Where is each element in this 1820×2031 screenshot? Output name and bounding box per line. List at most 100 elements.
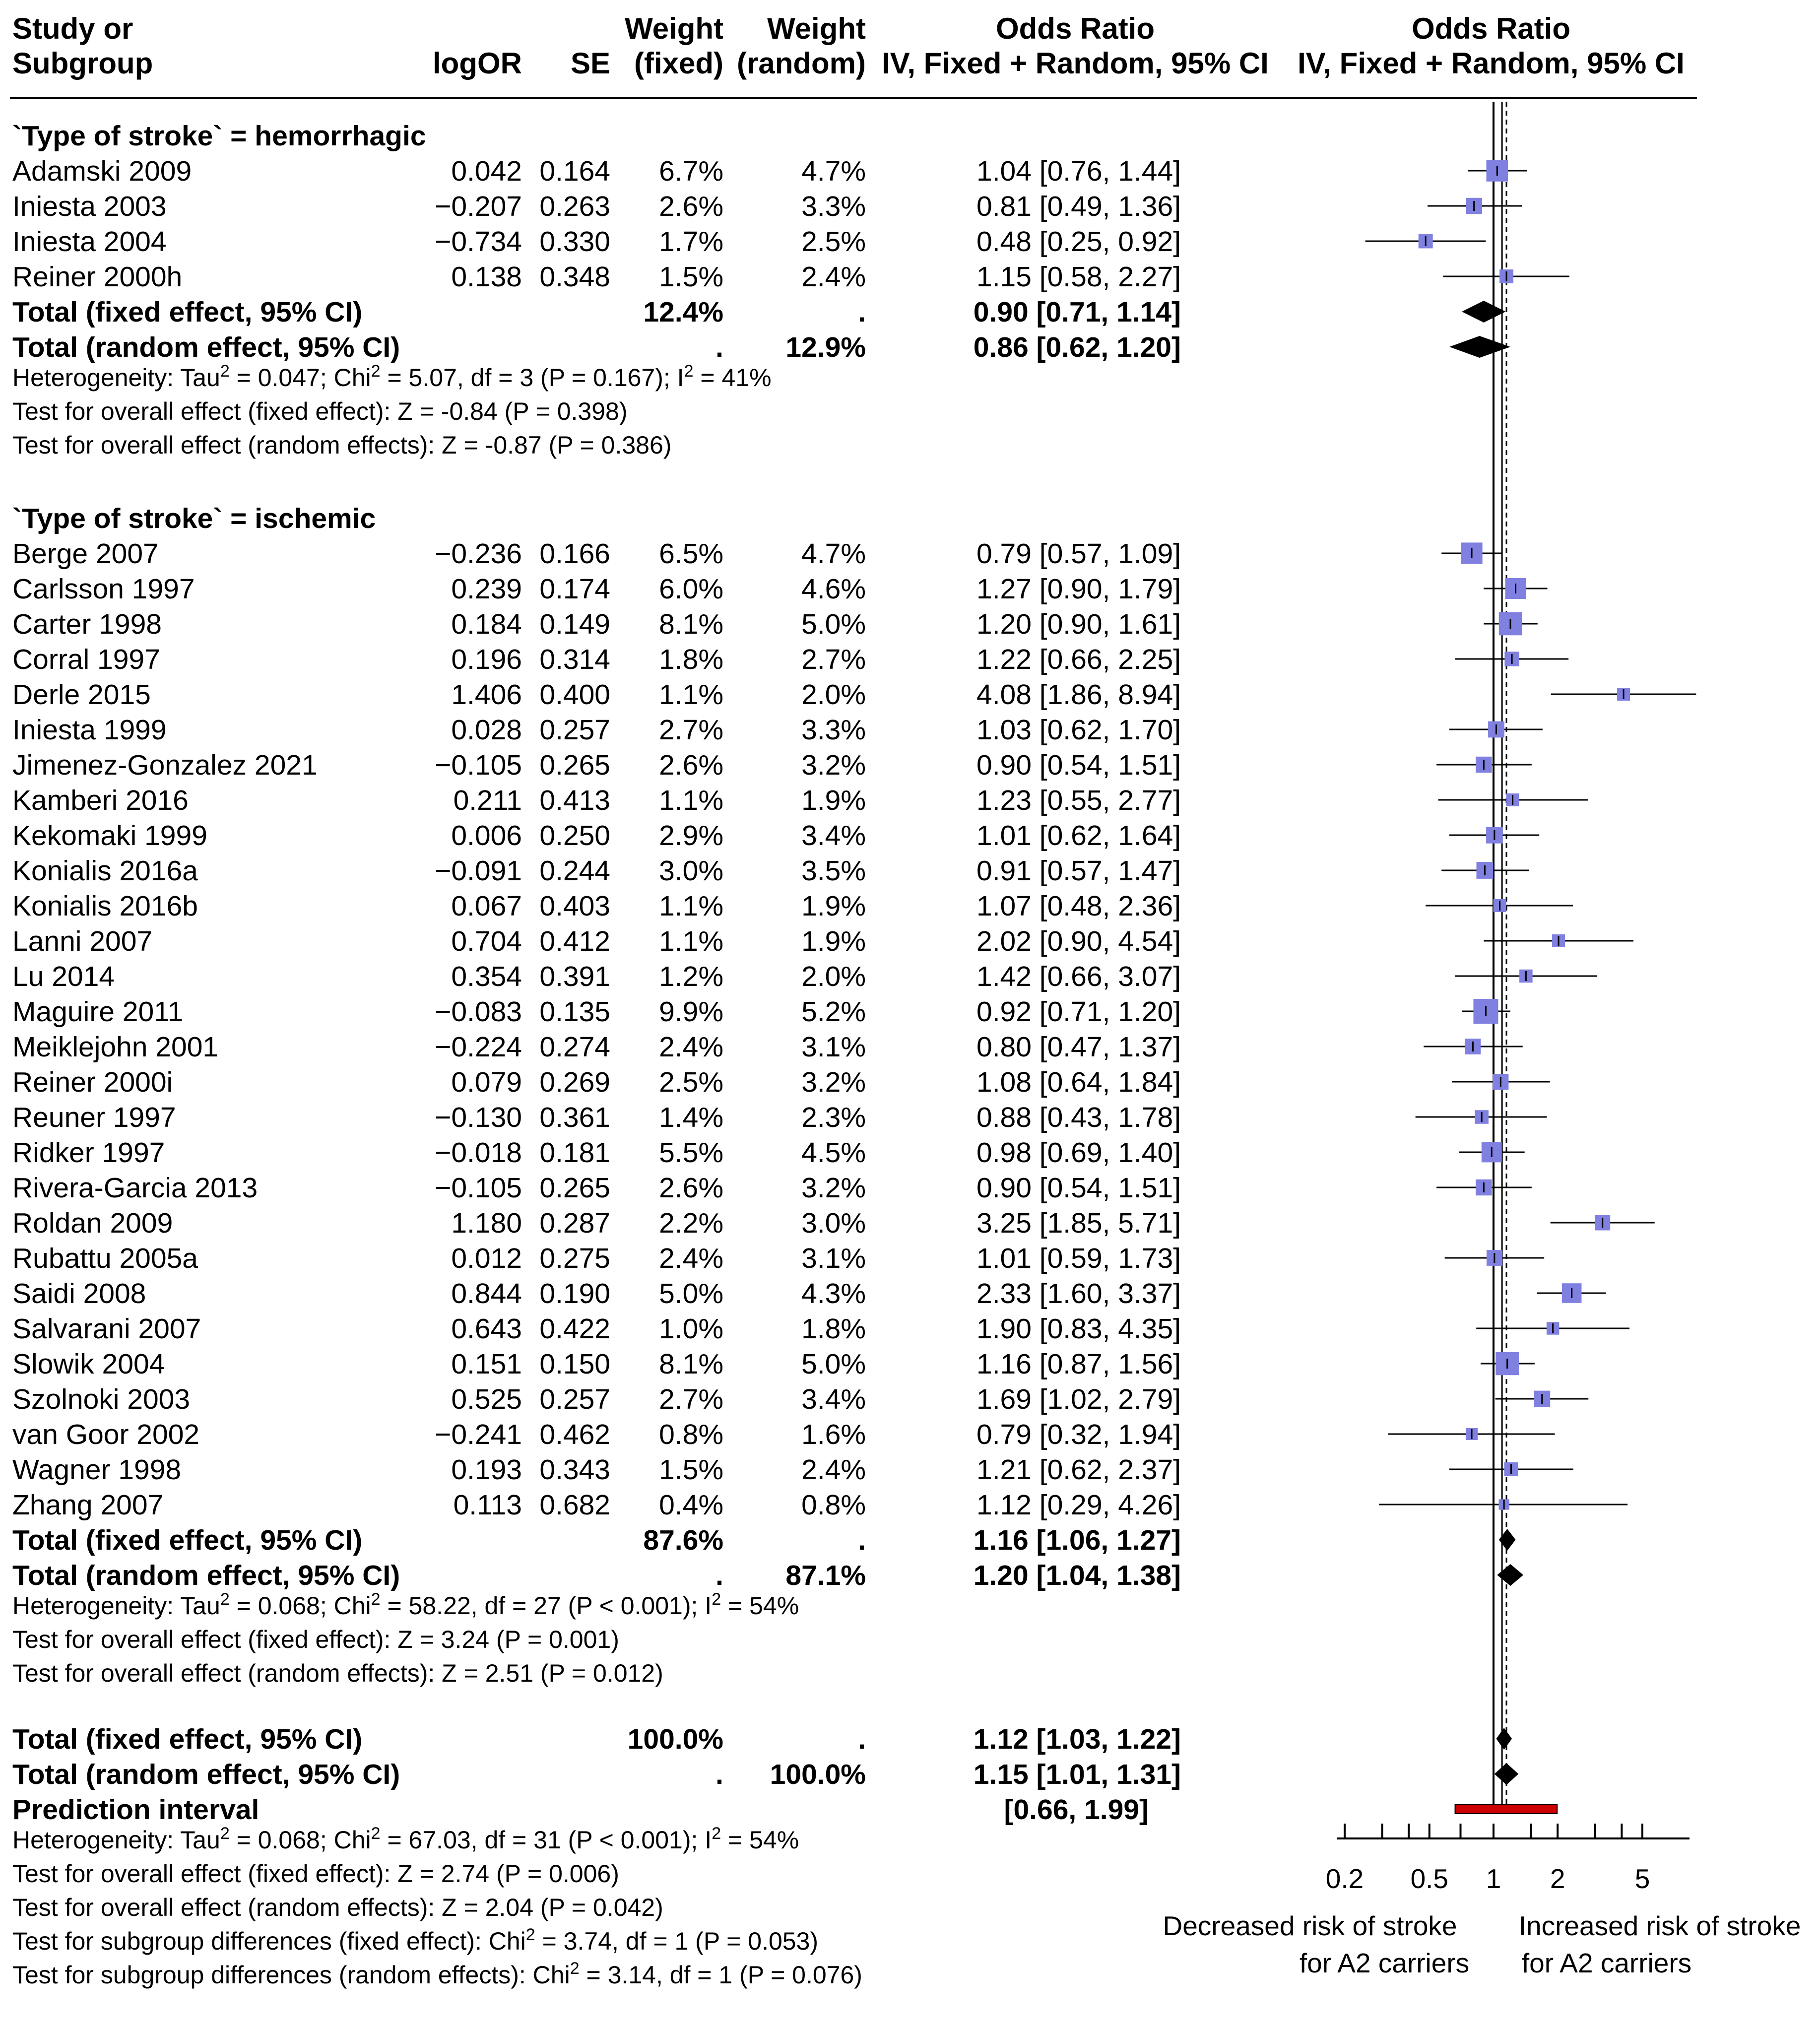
subgroup-0-stat-1: Test for overall effect (fixed effect): …	[12, 397, 628, 425]
study-weight-random: 4.7%	[801, 538, 866, 570]
overall-fixed-total-diamond	[1496, 1728, 1512, 1750]
study-or-ci: 0.90 [0.54, 1.51]	[976, 1172, 1181, 1204]
study-weight-fixed: 5.5%	[659, 1137, 723, 1169]
subgroup-1-stat-2: Test for overall effect (random effects)…	[12, 1659, 663, 1687]
subgroup-random-total-diamond	[1497, 1564, 1524, 1586]
study-se: 0.166	[539, 538, 610, 570]
study-or-ci: 0.92 [0.71, 1.20]	[976, 996, 1181, 1028]
study-logor: 0.012	[451, 1243, 522, 1274]
study-logor: 0.151	[451, 1348, 522, 1380]
study-se: 0.403	[539, 890, 610, 922]
study-or-ci: 0.88 [0.43, 1.78]	[976, 1102, 1181, 1133]
overall-fixed-total-or-ci: 1.12 [1.03, 1.22]	[974, 1723, 1181, 1755]
study-se: 0.391	[539, 961, 610, 992]
study-weight-fixed: 1.5%	[659, 1454, 723, 1486]
study-logor: −0.207	[435, 191, 522, 222]
subgroup-0-stat-2: Test for overall effect (random effects)…	[12, 431, 671, 459]
study-or-ci: 1.01 [0.59, 1.73]	[976, 1243, 1181, 1274]
study-name: Rubattu 2005a	[12, 1243, 198, 1274]
header-weight-random-line2: (random)	[737, 47, 866, 80]
study-logor: −0.130	[435, 1102, 522, 1133]
overall-random-total-weight-fixed: .	[715, 1759, 723, 1790]
study-logor: −0.105	[435, 1172, 522, 1204]
study-or-ci: 0.98 [0.69, 1.40]	[976, 1137, 1181, 1169]
study-weight-fixed: 1.4%	[659, 1102, 723, 1133]
overall-fixed-total-label: Total (fixed effect, 95% CI)	[12, 1723, 362, 1755]
prediction-ci: [0.66, 1.99]	[1004, 1794, 1149, 1826]
study-se: 0.174	[539, 573, 610, 605]
study-logor: 0.113	[454, 1489, 522, 1521]
study-weight-random: 2.0%	[801, 961, 866, 992]
study-or-ci: 1.27 [0.90, 1.79]	[976, 573, 1181, 605]
study-name: Wagner 1998	[12, 1454, 181, 1486]
overall-random-total-or-ci: 1.15 [1.01, 1.31]	[974, 1759, 1181, 1790]
study-logor: 0.643	[451, 1313, 522, 1345]
study-se: 0.181	[539, 1137, 610, 1169]
study-se: 0.682	[539, 1489, 610, 1521]
study-weight-fixed: 6.7%	[659, 155, 723, 187]
study-se: 0.330	[539, 226, 610, 258]
study-name: Konialis 2016b	[12, 890, 198, 922]
study-se: 0.413	[539, 785, 610, 816]
study-weight-random: 3.4%	[801, 820, 866, 852]
study-logor: −0.091	[435, 855, 522, 887]
study-weight-fixed: 2.4%	[659, 1031, 723, 1063]
study-name: van Goor 2002	[12, 1419, 199, 1450]
header-weight-fixed-line2: (fixed)	[634, 47, 723, 80]
study-logor: −0.018	[435, 1137, 522, 1169]
left-direction-label-line2: for A2 carriers	[1300, 1948, 1469, 1978]
study-logor: 0.067	[451, 890, 522, 922]
study-logor: 0.138	[451, 261, 522, 293]
study-weight-random: 4.3%	[801, 1278, 866, 1310]
study-name: Reuner 1997	[12, 1102, 176, 1133]
study-weight-fixed: 1.5%	[659, 261, 723, 293]
study-weight-random: 1.6%	[801, 1419, 866, 1450]
study-weight-random: 5.0%	[801, 1348, 866, 1380]
study-weight-random: 3.1%	[801, 1243, 866, 1274]
study-or-ci: 1.12 [0.29, 4.26]	[976, 1489, 1181, 1521]
study-or-ci: 0.79 [0.32, 1.94]	[976, 1419, 1181, 1450]
study-se: 0.422	[539, 1313, 610, 1345]
study-logor: 0.028	[451, 714, 522, 746]
x-tick-label: 5	[1635, 1863, 1650, 1894]
study-weight-random: 3.2%	[801, 1066, 866, 1098]
study-weight-random: 2.3%	[801, 1102, 866, 1133]
study-or-ci: 0.90 [0.54, 1.51]	[976, 749, 1181, 781]
header-weight-fixed-line1: Weight	[625, 12, 723, 45]
right-direction-label-line1: Increased risk of stroke	[1519, 1910, 1801, 1941]
study-weight-random: 3.4%	[801, 1383, 866, 1415]
study-or-ci: 0.91 [0.57, 1.47]	[976, 855, 1181, 887]
study-se: 0.412	[539, 925, 610, 957]
study-name: Konialis 2016a	[12, 855, 198, 887]
study-se: 0.149	[539, 608, 610, 640]
study-weight-random: 3.3%	[801, 714, 866, 746]
subgroup-random-total-weight-fixed: .	[715, 1560, 723, 1591]
study-name: Iniesta 2004	[12, 226, 167, 258]
header-plot-line2: IV, Fixed + Random, 95% CI	[1298, 47, 1685, 80]
overall-stat-2: Test for overall effect (random effects)…	[12, 1894, 663, 1921]
study-se: 0.400	[539, 679, 610, 711]
study-logor: −0.236	[435, 538, 522, 570]
study-or-ci: 4.08 [1.86, 8.94]	[976, 679, 1181, 711]
study-logor: 0.184	[451, 608, 522, 640]
study-weight-fixed: 1.1%	[659, 785, 723, 816]
study-weight-random: 3.2%	[801, 749, 866, 781]
study-logor: 1.406	[451, 679, 522, 711]
subgroup-fixed-total-label: Total (fixed effect, 95% CI)	[12, 296, 362, 328]
study-weight-fixed: 9.9%	[659, 996, 723, 1028]
header-or-line1: Odds Ratio	[996, 12, 1155, 45]
overall-stat-0: Heterogeneity: Tau2 = 0.068; Chi2 = 67.0…	[12, 1824, 799, 1854]
study-weight-random: 4.5%	[801, 1137, 866, 1169]
study-weight-random: 1.9%	[801, 785, 866, 816]
study-weight-random: 1.9%	[801, 890, 866, 922]
header-or-line2: IV, Fixed + Random, 95% CI	[882, 47, 1269, 80]
study-weight-random: 2.0%	[801, 679, 866, 711]
study-logor: 0.354	[451, 961, 522, 992]
subgroup-random-total-or-ci: 1.20 [1.04, 1.38]	[974, 1560, 1181, 1591]
header-weight-random-line1: Weight	[767, 12, 866, 45]
subgroup-fixed-total-or-ci: 1.16 [1.06, 1.27]	[974, 1524, 1181, 1556]
study-logor: 0.193	[451, 1454, 522, 1486]
subgroup-random-total-diamond	[1449, 336, 1510, 358]
study-name: Corral 1997	[12, 644, 160, 675]
subgroup-title: `Type of stroke` = hemorrhagic	[12, 120, 426, 152]
